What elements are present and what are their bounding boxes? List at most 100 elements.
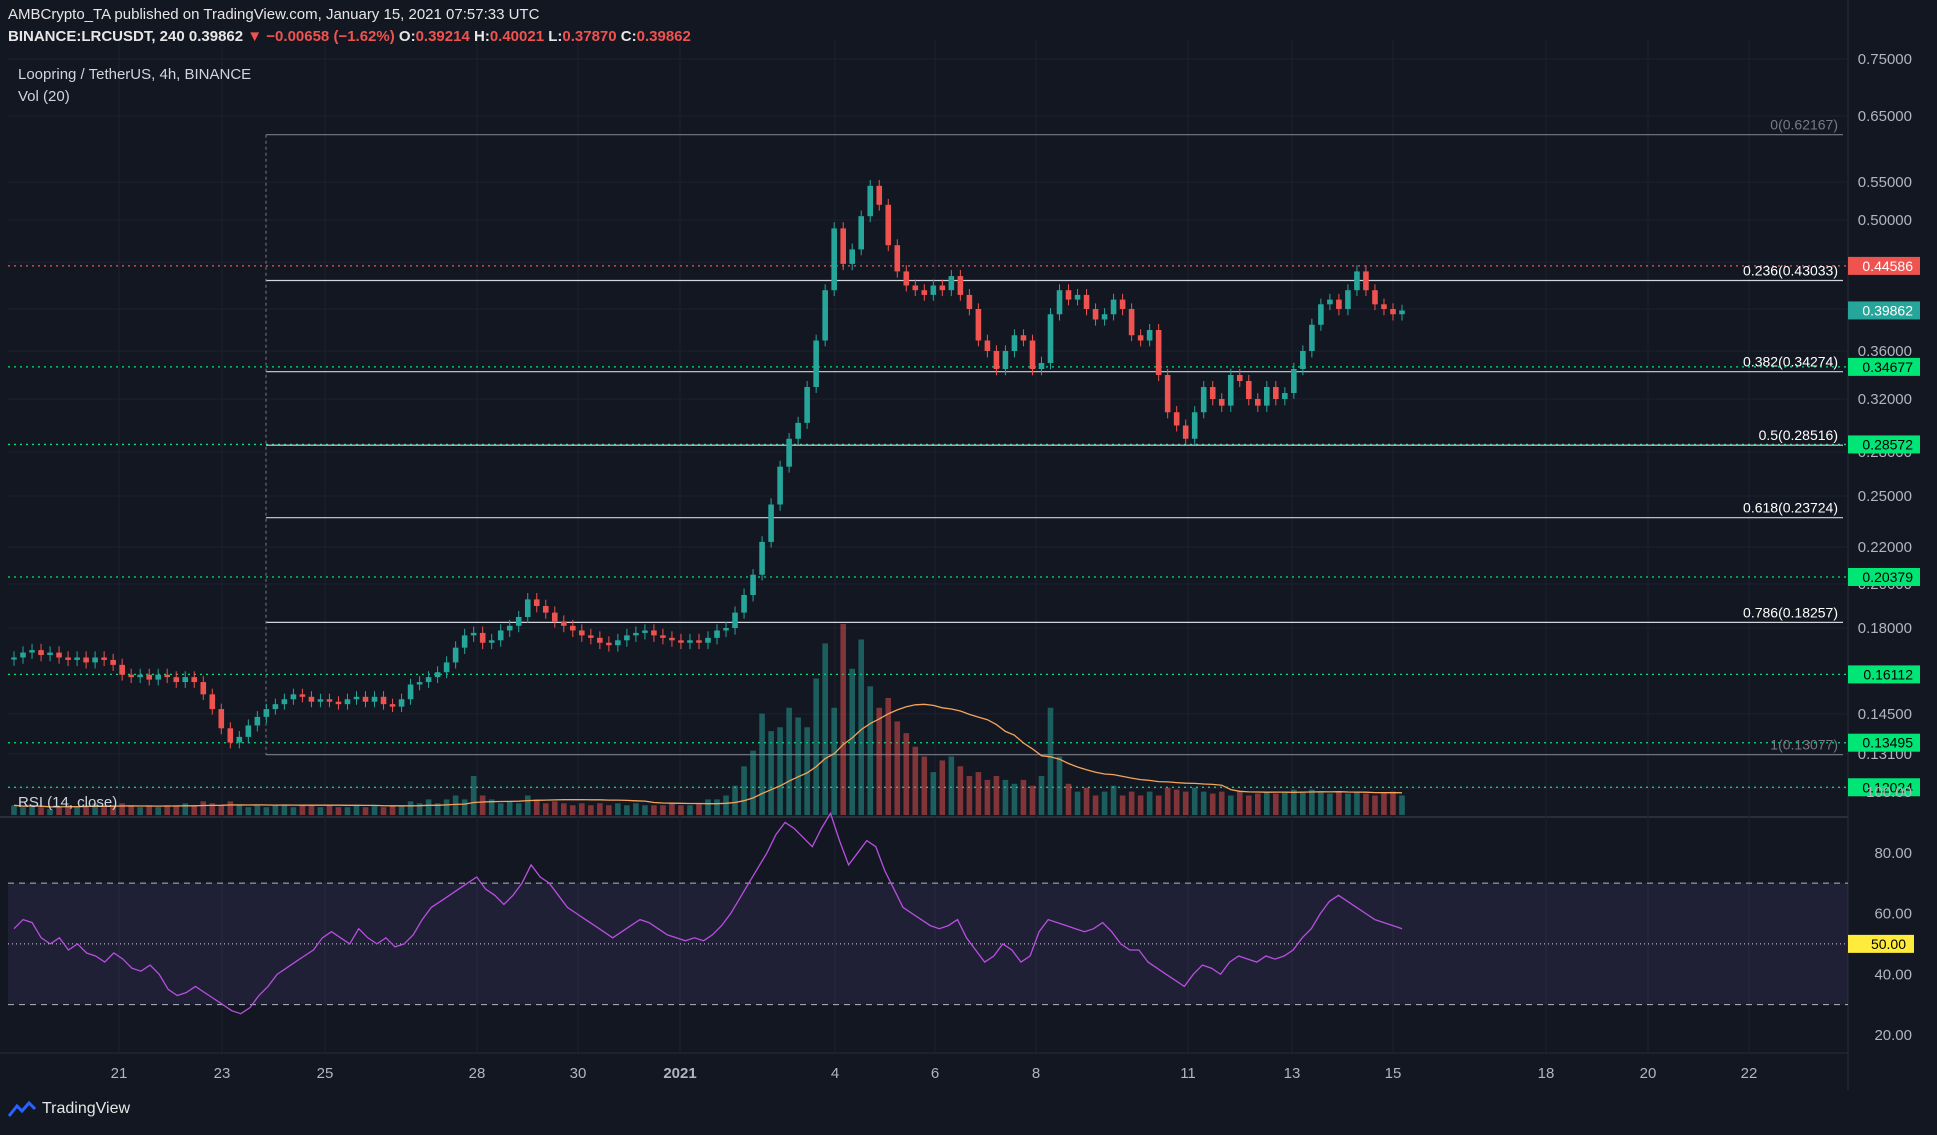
volume-bar bbox=[1083, 787, 1090, 815]
volume-bar bbox=[651, 805, 657, 815]
volume-bar bbox=[579, 803, 585, 815]
candle-body bbox=[1381, 304, 1387, 309]
volume-bar bbox=[957, 766, 964, 815]
volume-bar bbox=[11, 805, 17, 815]
volume-bar bbox=[1173, 789, 1180, 815]
candle-body bbox=[804, 387, 810, 423]
volume-bar bbox=[101, 807, 107, 815]
candle-body bbox=[786, 438, 792, 467]
candle-body bbox=[1038, 363, 1045, 369]
time-tick-label: 13 bbox=[1284, 1065, 1301, 1082]
volume-bar bbox=[128, 805, 134, 815]
candle-body bbox=[894, 245, 901, 272]
volume-bar bbox=[1164, 787, 1171, 815]
volume-bar bbox=[74, 807, 80, 815]
candle-body bbox=[47, 652, 53, 656]
volume-legend[interactable]: Vol (20) bbox=[18, 88, 70, 105]
time-tick-label: 30 bbox=[570, 1065, 587, 1082]
volume-bar bbox=[1065, 783, 1072, 815]
rsi-legend[interactable]: RSI (14, close) bbox=[18, 794, 118, 811]
volume-bar bbox=[822, 643, 828, 815]
candle-body bbox=[579, 630, 585, 636]
candle-body bbox=[957, 276, 964, 295]
close-value: 0.39862 bbox=[636, 28, 691, 45]
candle-body bbox=[1182, 425, 1189, 439]
candle-body bbox=[1300, 351, 1306, 369]
candle-body bbox=[1200, 387, 1207, 413]
candle-body bbox=[948, 276, 955, 291]
rsi-tick-label: 60.00 bbox=[1874, 906, 1912, 923]
volume-bar bbox=[425, 799, 432, 815]
pair-legend[interactable]: Loopring / TetherUS, 4h, BINANCE bbox=[18, 66, 252, 83]
candle-body bbox=[416, 682, 423, 685]
candle-body bbox=[1273, 387, 1279, 399]
candle-body bbox=[137, 674, 143, 678]
candle-body bbox=[155, 674, 162, 680]
volume-bar bbox=[119, 803, 125, 815]
candle-body bbox=[876, 185, 883, 205]
support-level-label: 0.20379 bbox=[1862, 569, 1913, 585]
fib-level-label: 0.236(0.43033) bbox=[1743, 262, 1838, 278]
candle-body bbox=[939, 285, 946, 291]
candle-body bbox=[984, 340, 991, 351]
footer-brand-text: TradingView bbox=[42, 1100, 131, 1117]
candle-body bbox=[1047, 314, 1054, 363]
candle-body bbox=[56, 652, 62, 658]
candle-body bbox=[741, 595, 747, 613]
footer-brand[interactable]: TradingView bbox=[8, 1100, 130, 1118]
price-tick-label: 0.50000 bbox=[1858, 212, 1912, 229]
candle-body bbox=[119, 664, 125, 675]
volume-bar bbox=[876, 707, 883, 815]
rsi-tick-label: 80.00 bbox=[1874, 845, 1912, 862]
volume-bar bbox=[380, 807, 387, 815]
volume-bar bbox=[1182, 791, 1189, 815]
volume-bar bbox=[236, 805, 243, 815]
volume-bar bbox=[272, 805, 279, 815]
volume-bar bbox=[795, 717, 801, 815]
candle-body bbox=[1399, 310, 1405, 315]
volume-bar bbox=[1056, 756, 1063, 815]
volume-bar bbox=[849, 668, 856, 815]
volume-bar bbox=[1029, 785, 1036, 815]
volume-bar bbox=[867, 686, 874, 815]
candle-body bbox=[344, 699, 351, 705]
candle-body bbox=[470, 632, 477, 636]
volume-bar bbox=[804, 727, 810, 815]
candle-body bbox=[570, 625, 576, 631]
volume-bar bbox=[1399, 795, 1405, 815]
volume-bar bbox=[687, 805, 693, 815]
candle-body bbox=[1282, 393, 1288, 399]
support-level-label: 0.12024 bbox=[1862, 779, 1913, 795]
volume-bar bbox=[966, 776, 973, 815]
candle-body bbox=[1020, 335, 1027, 341]
volume-bar bbox=[407, 801, 414, 815]
volume-bar bbox=[1218, 791, 1225, 815]
candle-body bbox=[1074, 294, 1081, 300]
volume-bar bbox=[353, 805, 360, 815]
candle-body bbox=[83, 657, 89, 663]
volume-bar bbox=[984, 779, 991, 815]
volume-bar bbox=[1318, 791, 1324, 815]
candle-body bbox=[651, 630, 657, 636]
volume-bar bbox=[317, 807, 324, 815]
close-label: C: bbox=[620, 28, 637, 45]
volume-bar bbox=[1038, 776, 1045, 815]
volume-bar bbox=[1291, 789, 1297, 815]
candle-body bbox=[506, 625, 513, 631]
time-tick-label: 22 bbox=[1741, 1065, 1758, 1082]
candle-body bbox=[209, 694, 216, 710]
candle-body bbox=[236, 736, 243, 743]
candle-body bbox=[281, 699, 288, 705]
fib-level-label: 0.382(0.34274) bbox=[1743, 354, 1838, 370]
price-tick-label: 0.18000 bbox=[1858, 620, 1912, 637]
candle-body bbox=[389, 704, 396, 707]
candle-body bbox=[885, 204, 892, 246]
volume-bar bbox=[723, 795, 729, 815]
volume-bar bbox=[1101, 791, 1108, 815]
time-tick-label: 4 bbox=[831, 1065, 839, 1082]
price-tick-label: 0.14500 bbox=[1858, 706, 1912, 723]
volume-bar bbox=[1074, 791, 1081, 815]
rsi-marker-tag bbox=[1848, 934, 1914, 953]
candle-body bbox=[425, 677, 432, 683]
